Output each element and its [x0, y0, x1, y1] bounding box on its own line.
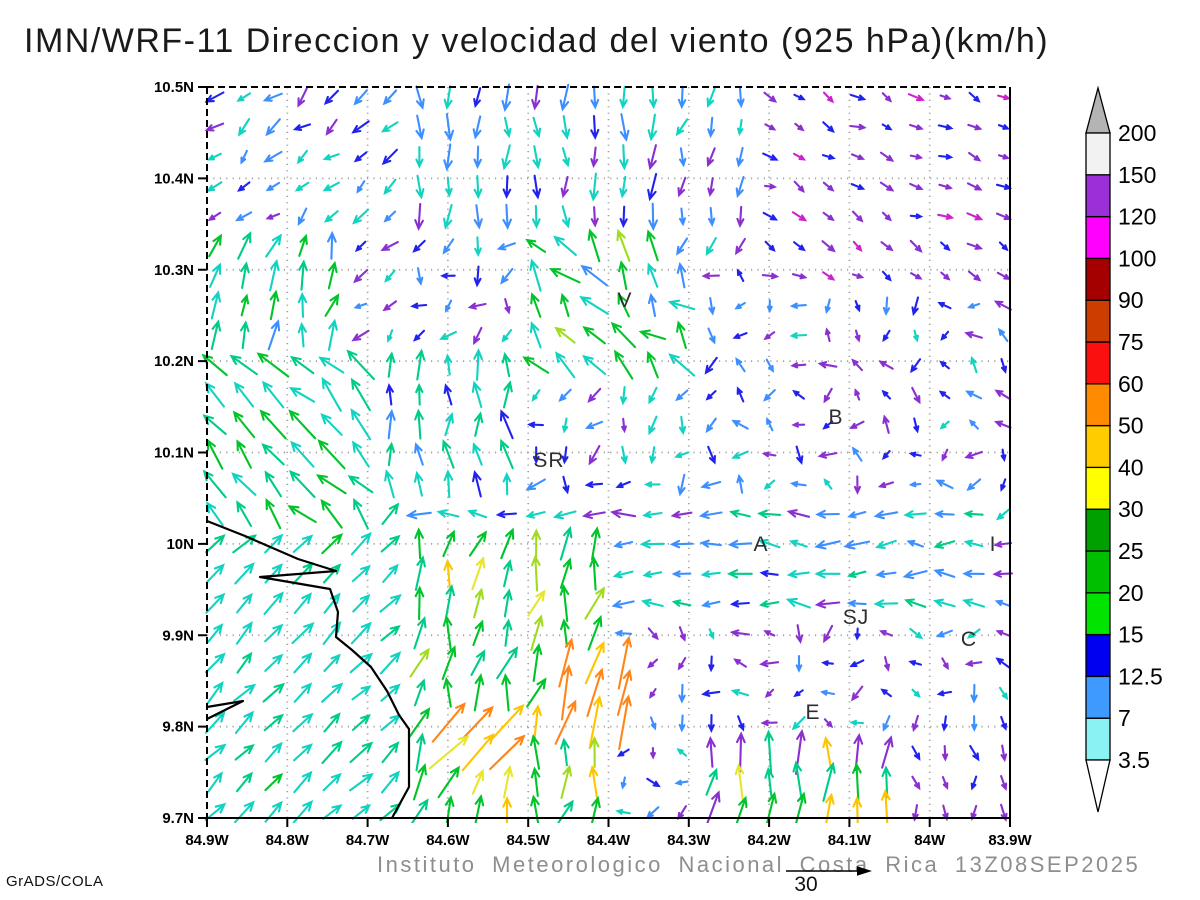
svg-text:10.4N: 10.4N [154, 170, 194, 187]
svg-text:20: 20 [1118, 580, 1144, 606]
svg-text:V: V [617, 289, 632, 312]
svg-text:75: 75 [1118, 329, 1144, 355]
svg-text:10.5N: 10.5N [154, 79, 194, 96]
svg-text:120: 120 [1118, 204, 1156, 230]
svg-text:A: A [753, 533, 768, 556]
svg-text:100: 100 [1118, 245, 1156, 271]
svg-text:84.8W: 84.8W [266, 832, 310, 849]
reference-vector-arrow [786, 866, 872, 876]
svg-text:84.9W: 84.9W [185, 832, 229, 849]
svg-text:60: 60 [1118, 371, 1144, 397]
svg-text:84.6W: 84.6W [426, 832, 470, 849]
svg-text:10.3N: 10.3N [154, 262, 194, 279]
colorbar [1085, 85, 1111, 813]
svg-text:84W: 84W [914, 832, 946, 849]
svg-text:40: 40 [1118, 454, 1144, 480]
svg-text:3.5: 3.5 [1118, 747, 1150, 773]
svg-text:25: 25 [1118, 538, 1144, 564]
svg-text:B: B [828, 406, 843, 429]
coastline [206, 519, 411, 819]
reference-vector-head [857, 866, 872, 876]
svg-text:10.2N: 10.2N [154, 353, 194, 370]
svg-text:9.8N: 9.8N [162, 719, 194, 736]
svg-text:SJ: SJ [843, 606, 870, 629]
svg-text:E: E [805, 701, 820, 724]
wind-vectors [202, 83, 1014, 823]
svg-text:C: C [961, 628, 977, 651]
footer-caption: Instituto Meteorologico Nacional Costa R… [377, 852, 1141, 877]
y-axis-labels: 10.5N 10.4N 10.3N 10.2N 10.1N 10N 9.9N 9.8N 9.7N [154, 79, 194, 827]
svg-text:83.9W: 83.9W [988, 832, 1032, 849]
svg-text:SR: SR [533, 449, 564, 472]
svg-text:50: 50 [1118, 413, 1144, 439]
svg-text:7: 7 [1118, 705, 1131, 731]
svg-text:84.7W: 84.7W [346, 832, 390, 849]
svg-text:84.3W: 84.3W [667, 832, 711, 849]
axis-ticks [198, 86, 1011, 827]
svg-text:9.9N: 9.9N [162, 627, 194, 644]
reference-vector-label: 30 [794, 873, 818, 896]
svg-text:90: 90 [1118, 287, 1144, 313]
grads-credit: GrADS/COLA [6, 873, 104, 890]
svg-text:9.7N: 9.7N [162, 810, 194, 827]
chart-title: IMN/WRF-11 Direccion y velocidad del vie… [24, 22, 1050, 60]
svg-text:84.2W: 84.2W [747, 832, 791, 849]
svg-text:10.1N: 10.1N [154, 445, 194, 462]
svg-text:I: I [990, 533, 997, 556]
svg-text:84.5W: 84.5W [507, 832, 551, 849]
svg-text:12.5: 12.5 [1118, 663, 1163, 689]
colorbar-labels: 3.5 7 12.5 15 20 25 30 40 50 60 75 90 100 120 150 200 [1118, 120, 1163, 773]
svg-text:150: 150 [1118, 162, 1156, 188]
svg-text:30: 30 [1118, 496, 1144, 522]
x-axis-labels: 84.9W 84.8W 84.7W 84.6W 84.5W 84.4W 84.3W 84.2W… [185, 832, 1032, 849]
svg-text:15: 15 [1118, 622, 1144, 648]
station-labels: V B SR A SJ C E I [533, 289, 997, 724]
svg-text:84.1W: 84.1W [828, 832, 872, 849]
svg-text:84.4W: 84.4W [587, 832, 631, 849]
svg-text:200: 200 [1118, 120, 1156, 146]
svg-text:10N: 10N [166, 536, 194, 553]
